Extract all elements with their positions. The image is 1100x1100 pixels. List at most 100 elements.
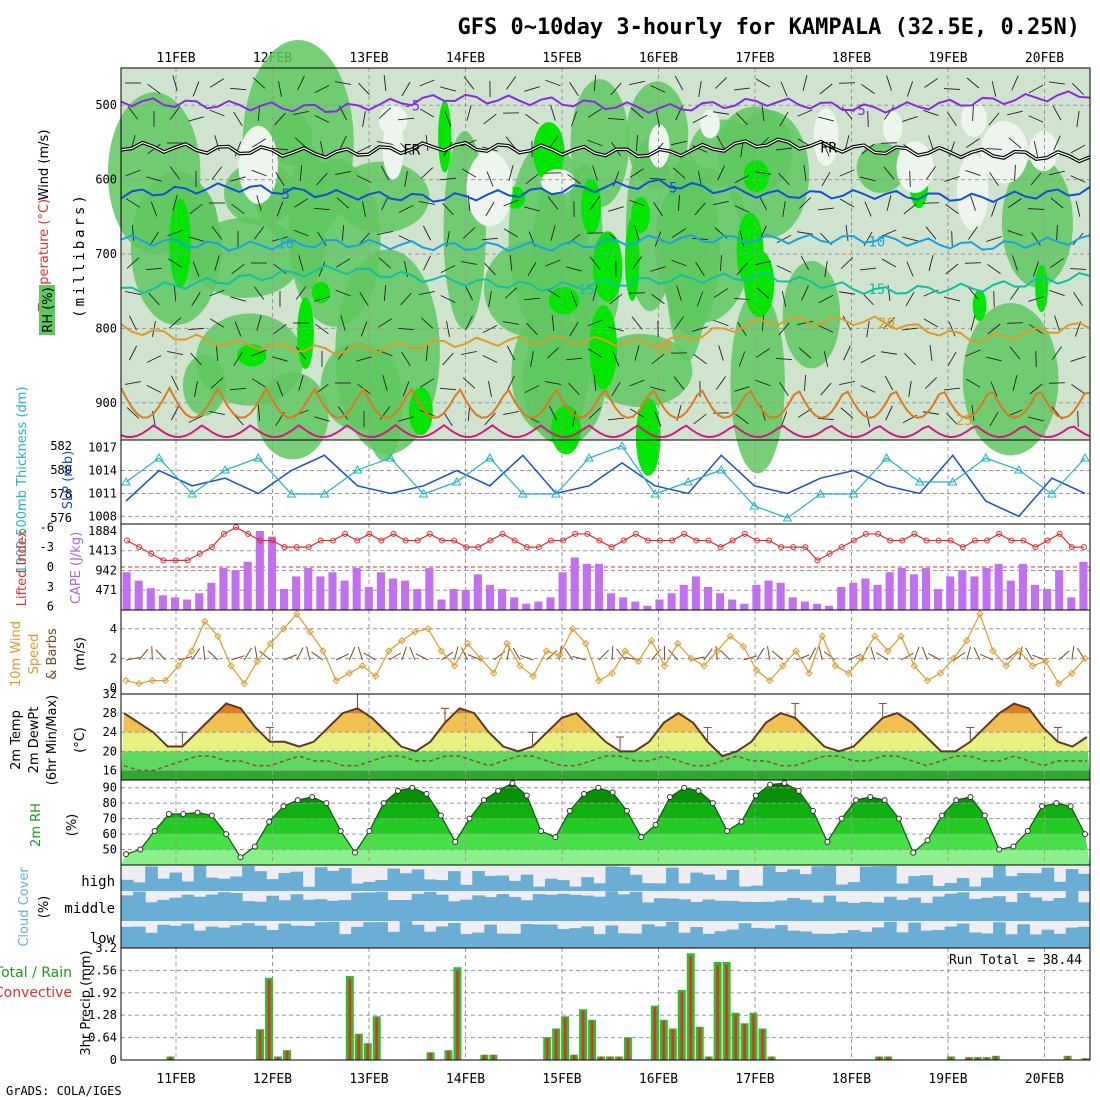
wind-barb <box>295 346 307 360</box>
rh-marker <box>953 797 960 804</box>
lifted-index-marker <box>208 544 215 551</box>
wind-barb <box>524 86 540 92</box>
pressure-tick: 700 <box>95 247 117 261</box>
cloud-bar <box>980 897 994 921</box>
cape-bar <box>800 601 809 610</box>
wind-barb <box>1070 175 1086 183</box>
thickness-marker <box>683 476 694 486</box>
cape-bar <box>958 570 967 610</box>
wind-barb <box>1028 416 1044 422</box>
cloud-bar <box>799 874 812 891</box>
lifted-index-marker <box>354 537 361 544</box>
wind-barb <box>714 77 728 89</box>
precip-convective-bar <box>348 978 352 1060</box>
cape-bar <box>134 580 143 610</box>
wind-barb <box>1050 258 1064 268</box>
wind-barb <box>966 77 980 89</box>
rh-moist-region <box>730 290 785 474</box>
wind-barb <box>1054 315 1060 331</box>
wind-barb <box>548 405 558 421</box>
wind-barb <box>461 168 477 178</box>
wind-barb <box>234 141 242 157</box>
cape-bar <box>449 589 458 610</box>
lifted-index-marker <box>487 537 494 544</box>
wind-barb <box>823 351 829 367</box>
thickness-tick: 580 <box>50 463 72 477</box>
cloud-bar <box>1017 924 1030 948</box>
wind-speed-marker <box>555 651 564 660</box>
wind-barb <box>273 323 287 335</box>
wind-barb <box>340 315 346 331</box>
wind-barb <box>904 352 916 366</box>
rh-marker <box>194 809 201 816</box>
cloud-bar <box>581 926 594 948</box>
wind-speed-marker <box>476 654 485 663</box>
cloud-bar <box>205 894 219 921</box>
rh-marker <box>1024 828 1031 834</box>
cloud-bar <box>1017 872 1030 891</box>
thickness-marker <box>848 488 859 498</box>
cloud-bar <box>314 899 328 921</box>
wind-barb <box>944 296 960 302</box>
cloud-bar <box>532 886 546 891</box>
rh-band <box>121 849 1090 865</box>
wind-speed-marker <box>148 676 156 685</box>
wind-barb <box>1070 144 1086 154</box>
cloud-bar <box>1029 873 1043 891</box>
wind-speed-line <box>125 612 1086 685</box>
wind-speed-marker <box>1068 669 1076 677</box>
wind-barb <box>651 353 665 365</box>
wind-barb <box>503 411 519 415</box>
cloud-bar <box>339 934 352 948</box>
rh-marker <box>151 828 158 834</box>
lifted-index-marker <box>717 544 724 551</box>
bottom-date-label: 19FEB <box>928 1072 967 1087</box>
cloud-bar <box>920 875 934 891</box>
cape-bar <box>982 568 991 610</box>
isotherm-label: 15 <box>578 283 595 299</box>
lifted-index-marker <box>148 550 155 557</box>
cloud-bar <box>254 901 267 921</box>
wind-barb <box>126 257 140 269</box>
cape-bar <box>1006 580 1015 610</box>
wind-barb <box>676 285 682 301</box>
wind-barb <box>461 351 477 355</box>
cape-bar <box>461 589 470 610</box>
cloud-bar <box>157 878 170 891</box>
lifted-index-marker <box>802 544 809 551</box>
wind-barb <box>612 351 620 367</box>
wind-barb <box>526 322 538 336</box>
cloud-bar <box>835 901 849 921</box>
wind-barb <box>776 147 792 151</box>
wind-barb <box>821 171 831 187</box>
rh-marker <box>1039 803 1046 810</box>
wind-speed-marker <box>201 617 209 626</box>
wind-barb <box>356 175 372 183</box>
wind-barb <box>318 261 326 277</box>
wind-barb <box>273 263 287 275</box>
wind-barb <box>965 169 981 177</box>
wind-barb <box>1052 105 1062 121</box>
precip-convective-bar <box>285 1050 289 1060</box>
lifted-index-marker <box>790 544 797 551</box>
lifted-index-marker <box>511 537 518 544</box>
wind-barb <box>251 138 267 148</box>
wind-barb <box>965 349 981 357</box>
wind-barb <box>1056 224 1058 242</box>
rh-marker <box>566 807 573 814</box>
cape-bar <box>946 576 955 610</box>
wind-barb <box>523 297 541 301</box>
bottom-date-label: 12FEB <box>253 1072 292 1087</box>
rh-marker <box>709 800 716 807</box>
isotherm-line <box>120 423 1091 439</box>
wind-barb <box>607 117 625 121</box>
wind-barb <box>276 201 284 217</box>
cape-bar <box>510 597 519 610</box>
cloud-bar <box>435 880 449 891</box>
wind-barb <box>348 646 356 661</box>
precip-convective-bar <box>725 964 728 1060</box>
cape-bar <box>388 578 398 610</box>
wind-barb <box>231 263 245 275</box>
thickness-marker <box>947 476 958 486</box>
wind-barb <box>152 321 156 337</box>
